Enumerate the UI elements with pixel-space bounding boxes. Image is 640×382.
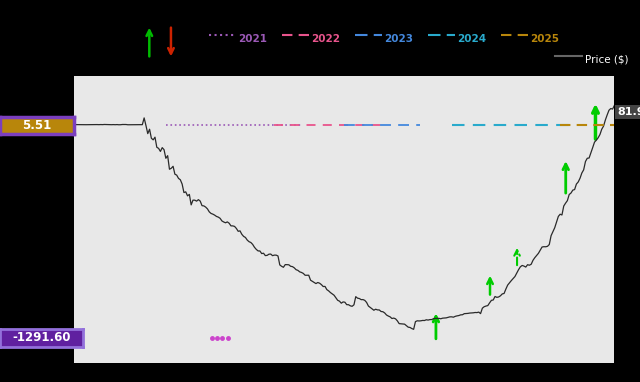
Text: 2025: 2025 (531, 34, 559, 44)
Text: 2022: 2022 (312, 34, 340, 44)
Text: Price ($): Price ($) (585, 54, 628, 64)
Text: 81.95: 81.95 (617, 107, 640, 117)
Text: -1291.60: -1291.60 (12, 332, 71, 345)
Text: 2021: 2021 (239, 34, 268, 44)
Text: 2024: 2024 (458, 34, 486, 44)
Text: 2023: 2023 (385, 34, 413, 44)
Text: 5.51: 5.51 (22, 119, 51, 132)
